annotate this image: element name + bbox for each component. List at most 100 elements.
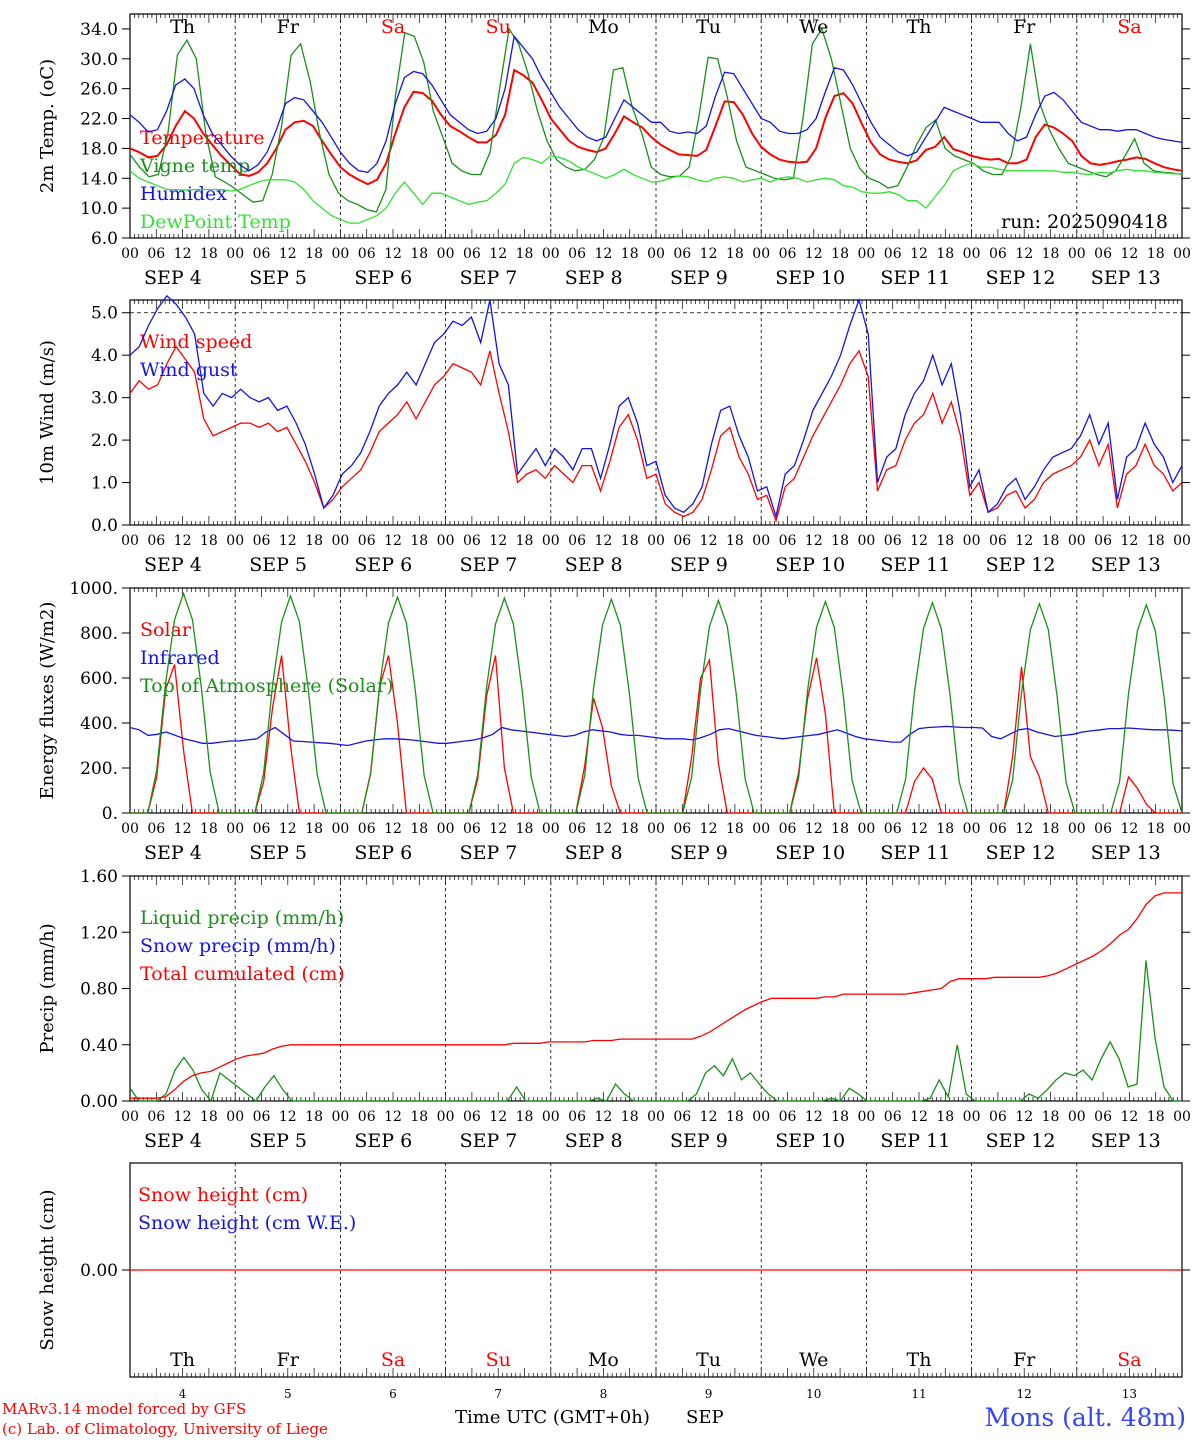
hour-label: 18 xyxy=(1147,533,1165,549)
date-label: SEP 9 xyxy=(670,842,728,864)
time-axis-month: SEP xyxy=(686,1407,724,1428)
hour-label: 00 xyxy=(857,821,875,837)
hour-label: 18 xyxy=(621,533,639,549)
hour-label: 18 xyxy=(305,821,323,837)
hour-label: 12 xyxy=(174,246,192,262)
hour-label: 00 xyxy=(121,533,139,549)
hour-label: 12 xyxy=(174,1109,192,1125)
hour-label: 06 xyxy=(253,533,271,549)
y-tick-label: 1.60 xyxy=(80,867,118,887)
hour-label: 12 xyxy=(1015,533,1033,549)
y-tick-label: 3.0 xyxy=(91,389,118,409)
series-line-top-of-atmosphere-solar- xyxy=(130,591,1183,814)
hour-label: 12 xyxy=(700,533,718,549)
legend-entry: Wind gust xyxy=(140,359,238,381)
hour-label: 12 xyxy=(279,246,297,262)
hour-label: 00 xyxy=(857,533,875,549)
hour-label: 00 xyxy=(226,821,244,837)
hour-label: 12 xyxy=(279,821,297,837)
hour-label: 18 xyxy=(200,1109,218,1125)
day-label: Fr xyxy=(1013,1349,1036,1371)
y-tick-label: 600. xyxy=(80,669,118,689)
date-label: SEP 4 xyxy=(144,1130,202,1152)
hour-label: 06 xyxy=(358,246,376,262)
day-label: Th xyxy=(907,1349,932,1371)
legend-entry: Infrared xyxy=(140,647,220,669)
hour-label: 12 xyxy=(805,246,823,262)
hour-label: 00 xyxy=(542,821,560,837)
y-tick-label: 10.0 xyxy=(80,199,118,219)
day-label: Su xyxy=(486,16,511,38)
hour-label: 00 xyxy=(1068,821,1086,837)
hour-label: 00 xyxy=(1173,1109,1191,1125)
hour-label: 00 xyxy=(963,821,981,837)
hour-label: 12 xyxy=(489,533,507,549)
hour-label: 00 xyxy=(752,1109,770,1125)
date-label: SEP 10 xyxy=(775,267,845,289)
day-number: 7 xyxy=(494,1387,502,1401)
day-number: 8 xyxy=(600,1387,608,1401)
day-label: Sa xyxy=(381,16,405,38)
date-label: SEP 7 xyxy=(460,1130,518,1152)
hour-label: 12 xyxy=(174,533,192,549)
hour-label: 12 xyxy=(910,1109,928,1125)
day-number: 13 xyxy=(1122,1387,1137,1401)
date-label: SEP 7 xyxy=(460,842,518,864)
date-label: SEP 11 xyxy=(880,554,950,576)
hour-label: 00 xyxy=(226,533,244,549)
hour-label: 18 xyxy=(305,246,323,262)
hour-label: 06 xyxy=(358,533,376,549)
hour-label: 06 xyxy=(779,1109,797,1125)
hour-label: 12 xyxy=(489,246,507,262)
y-tick-label: 1.20 xyxy=(80,923,118,943)
hour-label: 00 xyxy=(331,533,349,549)
date-label: SEP 13 xyxy=(1091,842,1161,864)
hour-label: 18 xyxy=(1147,821,1165,837)
y-tick-label: 22.0 xyxy=(80,110,118,130)
day-label: Sa xyxy=(1117,1349,1141,1371)
hour-label: 00 xyxy=(437,821,455,837)
date-label: SEP 9 xyxy=(670,1130,728,1152)
hour-label: 06 xyxy=(673,821,691,837)
hour-label: 12 xyxy=(384,533,402,549)
hour-label: 12 xyxy=(1120,246,1138,262)
hour-label: 18 xyxy=(516,1109,534,1125)
day-label: We xyxy=(799,1349,828,1371)
date-label: SEP 5 xyxy=(249,267,307,289)
hour-label: 06 xyxy=(253,1109,271,1125)
hour-label: 00 xyxy=(963,246,981,262)
hour-label: 12 xyxy=(384,821,402,837)
date-label: SEP 13 xyxy=(1091,554,1161,576)
hour-label: 12 xyxy=(1120,1109,1138,1125)
y-tick-label: 400. xyxy=(80,714,118,734)
day-label: Mo xyxy=(588,16,619,38)
y-tick-label: 800. xyxy=(80,624,118,644)
hour-label: 00 xyxy=(121,821,139,837)
y-axis-title: Energy fluxes (W/m2) xyxy=(37,602,58,800)
series-line-dewpoint-temp xyxy=(129,155,1182,224)
hour-label: 12 xyxy=(1015,821,1033,837)
hour-label: 00 xyxy=(963,1109,981,1125)
hour-label: 06 xyxy=(463,1109,481,1125)
hour-label: 06 xyxy=(779,533,797,549)
day-number: 12 xyxy=(1017,1387,1032,1401)
hour-label: 06 xyxy=(147,821,165,837)
legend-entry: Top of Atmosphere (Solar) xyxy=(140,675,393,697)
hour-label: 12 xyxy=(910,533,928,549)
date-label: SEP 7 xyxy=(460,554,518,576)
hour-label: 06 xyxy=(358,1109,376,1125)
hour-label: 00 xyxy=(226,246,244,262)
date-label: SEP 6 xyxy=(354,1130,412,1152)
hour-label: 12 xyxy=(1015,1109,1033,1125)
hour-label: 00 xyxy=(647,533,665,549)
day-number: 4 xyxy=(179,1387,187,1401)
series-line-humidex xyxy=(129,34,1183,173)
hour-label: 18 xyxy=(726,821,744,837)
date-label: SEP 8 xyxy=(565,842,623,864)
hour-label: 06 xyxy=(568,1109,586,1125)
hour-label: 12 xyxy=(805,533,823,549)
y-tick-label: 200. xyxy=(80,759,118,779)
day-number: 9 xyxy=(705,1387,713,1401)
hour-label: 12 xyxy=(1120,821,1138,837)
